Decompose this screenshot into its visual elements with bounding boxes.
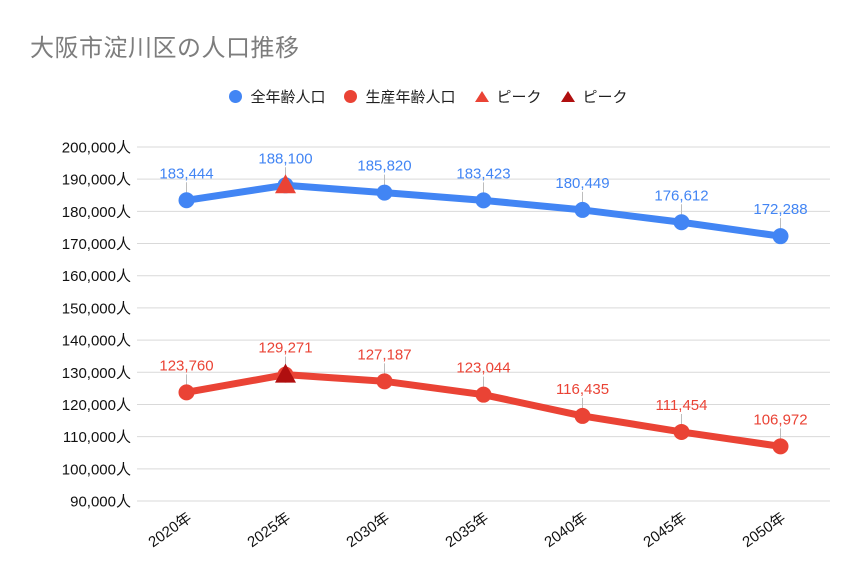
data-point-label: 123,760 — [159, 357, 213, 374]
y-axis-tick-label: 180,000人 — [62, 204, 131, 221]
data-point-label: 129,271 — [258, 340, 312, 357]
y-axis-tick-label: 200,000人 — [62, 140, 131, 157]
y-axis-tick-label: 90,000人 — [70, 494, 131, 511]
data-point-label: 176,612 — [654, 187, 708, 204]
data-point-label: 185,820 — [357, 158, 411, 175]
data-point — [475, 386, 492, 403]
x-axis-tick-label: 2030年 — [343, 509, 392, 551]
legend-item-0: 全年齢人口 — [229, 86, 325, 107]
blue-circle-marker-icon — [229, 90, 243, 103]
red-circle-marker-icon — [344, 90, 358, 103]
chart-title: 大阪市淀川区の人口推移 — [30, 35, 300, 62]
y-axis-tick-label: 110,000人 — [63, 429, 131, 446]
legend-label: 生産年齢人口 — [365, 89, 456, 106]
data-point — [475, 192, 492, 209]
data-point-label: 183,444 — [159, 165, 213, 182]
data-point — [376, 184, 393, 201]
peak-triangle-icon — [275, 363, 296, 383]
y-axis-tick-label: 100,000人 — [62, 461, 131, 478]
data-point-label: 180,449 — [555, 175, 609, 192]
data-point-label: 106,972 — [753, 411, 807, 428]
peak-triangle-icon — [275, 174, 296, 194]
legend-label: 全年齢人口 — [250, 89, 326, 106]
data-point-label: 188,100 — [258, 150, 312, 167]
data-point-label: 116,435 — [556, 381, 609, 398]
data-point — [376, 373, 393, 390]
data-point — [574, 201, 591, 218]
data-point — [673, 423, 690, 440]
data-point — [574, 407, 591, 424]
x-axis-tick-label: 2045年 — [640, 509, 689, 551]
data-point — [178, 384, 195, 401]
legend-item-1: 生産年齢人口 — [344, 86, 456, 107]
y-axis-tick-label: 170,000人 — [62, 236, 131, 253]
y-axis-tick-label: 130,000人 — [62, 365, 131, 382]
x-axis-tick-label: 2040年 — [541, 509, 590, 551]
y-axis-tick-label: 120,000人 — [62, 397, 131, 414]
y-axis-tick-label: 140,000人 — [62, 333, 131, 350]
data-point — [178, 192, 195, 209]
legend-label: ピーク — [496, 89, 542, 106]
x-axis-tick-label: 2025年 — [244, 509, 293, 551]
data-point-label: 172,288 — [753, 201, 807, 218]
data-point-label: 111,454 — [656, 397, 708, 414]
data-point — [772, 438, 789, 455]
y-axis-tick-label: 150,000人 — [62, 300, 131, 317]
y-axis-tick-label: 160,000人 — [62, 268, 131, 285]
y-axis-tick-label: 190,000人 — [62, 172, 131, 189]
data-point-label: 127,187 — [357, 346, 411, 363]
legend-item-3: ピーク — [560, 86, 628, 107]
x-axis-tick-label: 2035年 — [442, 509, 491, 551]
red-triangle-marker-icon — [474, 91, 489, 102]
darkred-triangle-marker-icon — [560, 91, 575, 102]
x-axis-tick-label: 2020年 — [145, 509, 194, 551]
legend-label: ピーク — [582, 89, 628, 106]
legend-item-2: ピーク — [474, 86, 542, 107]
legend: 全年齢人口 生産年齢人口 ピーク ピーク — [0, 86, 857, 107]
x-axis-tick-label: 2050年 — [739, 509, 788, 551]
data-point-label: 183,423 — [456, 165, 510, 182]
data-point — [673, 214, 690, 231]
data-point — [772, 228, 789, 245]
data-point-label: 123,044 — [456, 360, 510, 377]
